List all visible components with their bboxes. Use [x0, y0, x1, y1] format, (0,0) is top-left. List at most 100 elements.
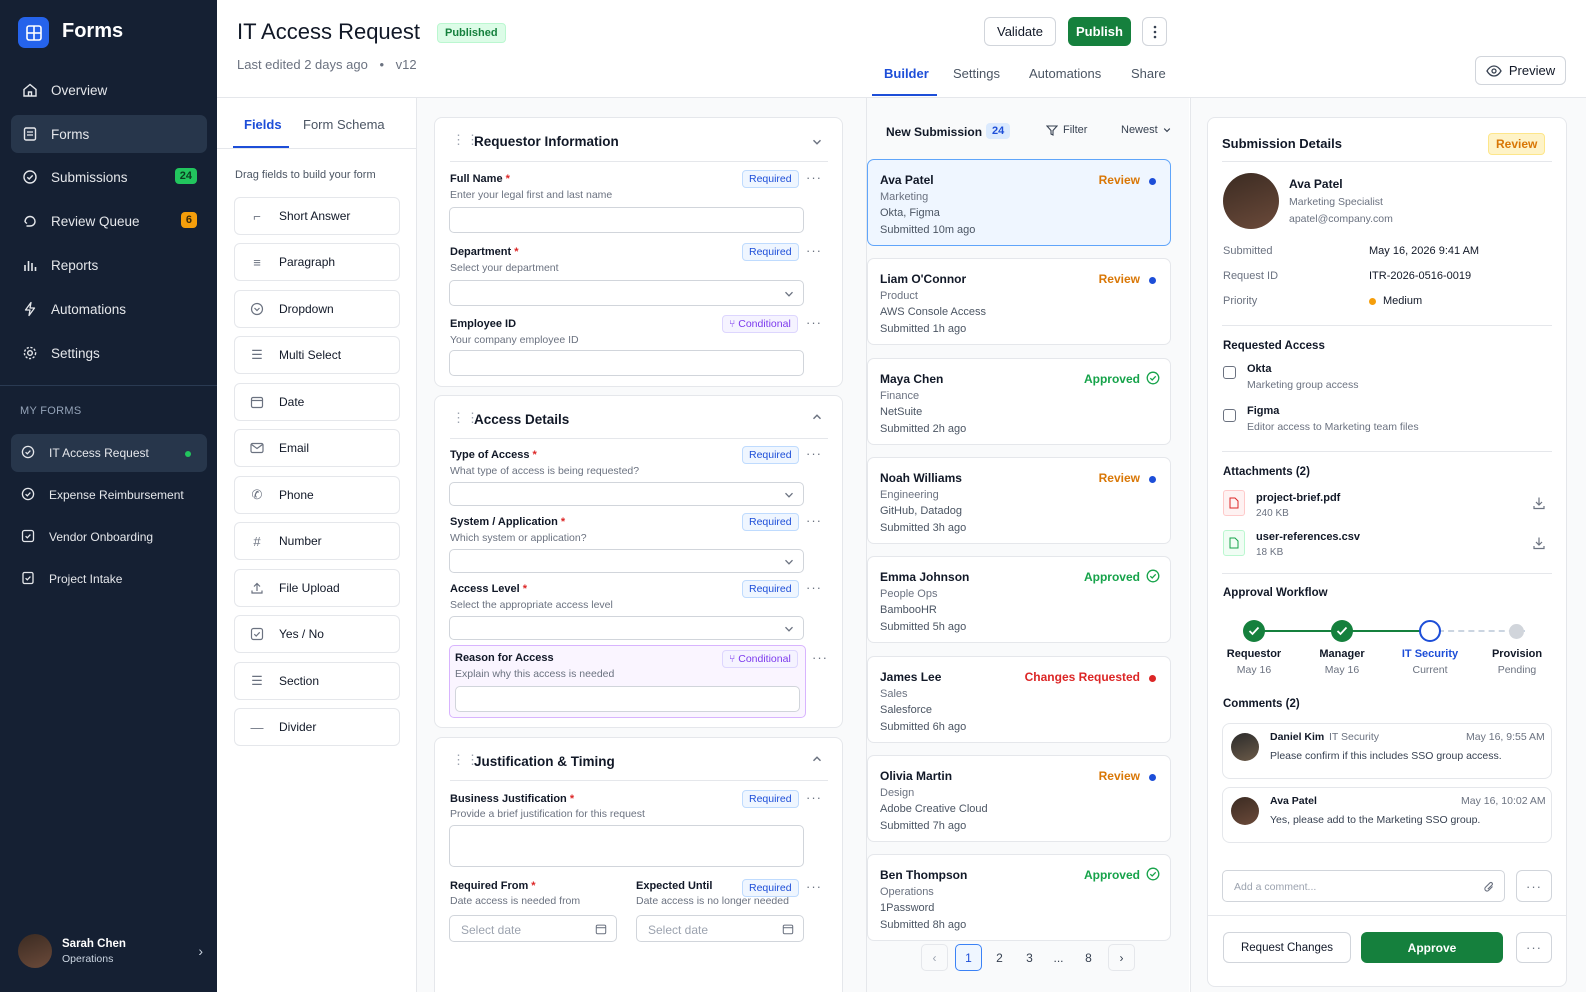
submission-card[interactable]: Ava Patel Marketing Okta, Figma Submitted 1…: [867, 159, 1171, 246]
more-horizontal-icon[interactable]: ···: [806, 790, 822, 805]
last-edited: Last edited 2 days ago • v12: [237, 57, 417, 72]
comment-input[interactable]: Add a comment...: [1222, 870, 1505, 902]
submission-card[interactable]: James Lee Sales Salesforce Submitted 6h ago…: [867, 655, 1171, 743]
sidebar-item-review-queue[interactable]: Review Queue 6: [11, 202, 207, 240]
user-profile[interactable]: Sarah Chen Operations ›: [18, 932, 203, 970]
more-horizontal-icon[interactable]: ···: [806, 315, 822, 330]
download-icon[interactable]: [1532, 536, 1546, 550]
my-form-project-intake[interactable]: Project Intake: [11, 560, 207, 598]
drag-handle-icon[interactable]: ⋮⋮: [452, 132, 480, 147]
page-2-button[interactable]: 2: [996, 950, 1003, 965]
chevron-up-icon[interactable]: [812, 754, 822, 764]
type-of-access-select[interactable]: [449, 482, 804, 506]
sidebar-item-forms[interactable]: Forms: [11, 115, 207, 153]
field-help: What type of access is being requested?: [450, 465, 640, 477]
more-horizontal-icon[interactable]: ···: [806, 446, 822, 461]
workflow-connector-done: [1351, 630, 1439, 632]
field-divider[interactable]: — Divider: [234, 708, 400, 746]
more-options-button[interactable]: [1142, 17, 1167, 46]
sidebar-item-automations[interactable]: Automations: [11, 290, 207, 328]
more-horizontal-icon[interactable]: ···: [806, 879, 822, 894]
sidebar-item-label: Overview: [51, 82, 108, 98]
submission-card[interactable]: Ben Thompson Operations 1Password Submitted…: [867, 854, 1171, 942]
chevron-down-icon[interactable]: [812, 137, 822, 147]
requested-app-name: Figma: [1247, 405, 1280, 417]
field-type-label: Divider: [279, 720, 317, 734]
publish-button[interactable]: Publish: [1068, 17, 1131, 46]
submissions-count-badge: 24: [174, 168, 197, 184]
fields-panel-divider: [416, 98, 417, 992]
field-help: Your company employee ID: [450, 334, 579, 346]
prev-page-button[interactable]: ‹: [921, 944, 948, 971]
my-form-it-access-request[interactable]: IT Access Request: [11, 434, 207, 472]
field-dropdown[interactable]: Dropdown: [234, 290, 400, 328]
business-justification-textarea[interactable]: [449, 825, 804, 867]
tab-fields[interactable]: Fields: [244, 117, 282, 132]
employee-id-input[interactable]: [449, 350, 804, 376]
drag-handle-icon[interactable]: ⋮⋮: [452, 752, 480, 767]
field-file-upload[interactable]: File Upload: [234, 569, 400, 607]
footer-more-button[interactable]: ···: [1516, 932, 1552, 963]
sidebar-item-overview[interactable]: Overview: [11, 71, 207, 109]
field-paragraph[interactable]: ≡ Paragraph: [234, 243, 400, 281]
next-page-button[interactable]: ›: [1108, 944, 1135, 971]
sidebar-item-settings[interactable]: Settings: [11, 334, 207, 372]
full-name-input[interactable]: [449, 207, 804, 233]
workflow-step-sub: Pending: [1497, 664, 1537, 676]
field-date[interactable]: Date: [234, 383, 400, 421]
preview-button[interactable]: Preview: [1475, 56, 1566, 85]
chevron-up-icon[interactable]: [812, 412, 822, 422]
more-horizontal-icon[interactable]: ···: [806, 580, 822, 595]
field-number[interactable]: # Number: [234, 522, 400, 560]
my-form-vendor-onboarding[interactable]: Vendor Onboarding: [11, 518, 207, 556]
my-form-expense-reimbursement[interactable]: Expense Reimbursement: [11, 476, 207, 514]
more-horizontal-icon[interactable]: ···: [806, 243, 822, 258]
field-email[interactable]: Email: [234, 429, 400, 467]
tab-form-schema[interactable]: Form Schema: [303, 117, 385, 132]
sort-select[interactable]: Newest: [1121, 124, 1171, 136]
submission-card[interactable]: Liam O'Connor Product AWS Console Access Su…: [867, 258, 1171, 346]
required-from-date-input[interactable]: Select date: [449, 915, 617, 942]
more-horizontal-icon[interactable]: ···: [806, 513, 822, 528]
tab-builder[interactable]: Builder: [884, 66, 929, 81]
comment-placeholder: Add a comment...: [1234, 881, 1317, 893]
drag-handle-icon[interactable]: ⋮⋮: [452, 410, 480, 425]
submissions-title: New Submission: [886, 125, 983, 139]
download-icon[interactable]: [1532, 496, 1546, 510]
submission-card[interactable]: Noah Williams Engineering GitHub, Datadog S…: [867, 456, 1171, 544]
page-1-button[interactable]: 1: [955, 944, 982, 971]
access-level-select[interactable]: [449, 616, 804, 640]
department-select[interactable]: [449, 280, 804, 306]
page-8-button[interactable]: 8: [1085, 950, 1092, 965]
figma-icon: [1223, 409, 1236, 422]
field-section[interactable]: ☰ Section: [234, 662, 400, 700]
approve-button[interactable]: Approve: [1361, 932, 1503, 963]
comment-more-button[interactable]: ···: [1516, 870, 1552, 902]
reason-for-access-input[interactable]: [455, 686, 800, 712]
sidebar-item-submissions[interactable]: Submissions 24: [11, 158, 207, 196]
submission-card[interactable]: Emma Johnson People Ops BambooHR Submitted …: [867, 556, 1171, 644]
page-3-button[interactable]: 3: [1026, 950, 1033, 965]
filter-button[interactable]: Filter: [1046, 124, 1087, 136]
submission-card[interactable]: Maya Chen Finance NetSuite Submitted 2h ago…: [867, 357, 1171, 445]
sidebar-item-reports[interactable]: Reports: [11, 246, 207, 284]
attachment-name[interactable]: user-references.csv: [1256, 531, 1360, 543]
field-multi-select[interactable]: ☰ Multi Select: [234, 336, 400, 374]
field-short-answer[interactable]: ⌐ Short Answer: [234, 197, 400, 235]
more-horizontal-icon[interactable]: ···: [812, 650, 828, 665]
system-application-select[interactable]: [449, 549, 804, 573]
more-horizontal-icon[interactable]: ···: [806, 170, 822, 185]
attachment-name[interactable]: project-brief.pdf: [1256, 492, 1341, 504]
tab-automations[interactable]: Automations: [1029, 66, 1102, 81]
field-yes-no[interactable]: Yes / No: [234, 615, 400, 653]
field-phone[interactable]: ✆ Phone: [234, 476, 400, 514]
tab-share[interactable]: Share: [1131, 66, 1166, 81]
expected-until-date-input[interactable]: Select date: [636, 915, 804, 942]
submission-card[interactable]: Olivia Martin Design Adobe Creative Cloud S…: [867, 754, 1171, 842]
tab-settings[interactable]: Settings: [953, 66, 1000, 81]
field-type-label: Section: [279, 674, 320, 688]
field-help: Which system or application?: [450, 532, 587, 544]
validate-button[interactable]: Validate: [984, 17, 1056, 46]
check-circle-icon: [21, 168, 39, 186]
request-changes-button[interactable]: Request Changes: [1223, 932, 1351, 963]
